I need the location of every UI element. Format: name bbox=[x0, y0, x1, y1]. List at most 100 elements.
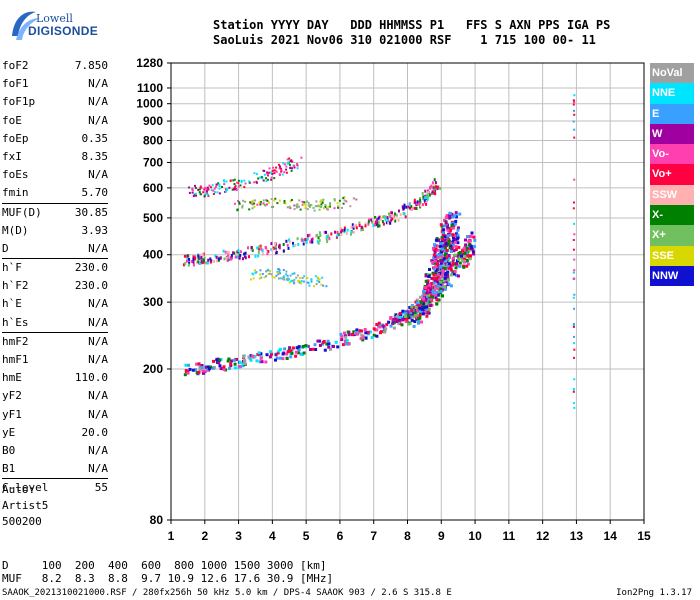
echo-point bbox=[286, 162, 289, 165]
echo-point bbox=[283, 171, 286, 174]
param-row: foF1 N/A bbox=[2, 75, 108, 93]
param-label: yF2 bbox=[2, 389, 22, 403]
echo-point bbox=[436, 259, 440, 263]
echo-point bbox=[234, 186, 237, 189]
echo-point bbox=[294, 354, 298, 358]
echo-point bbox=[287, 161, 290, 164]
echo-point bbox=[238, 202, 241, 205]
echo-point bbox=[288, 205, 291, 208]
param-label: B1 bbox=[2, 462, 16, 476]
echo-point bbox=[429, 288, 433, 292]
echo-point bbox=[393, 315, 397, 319]
echo-point bbox=[437, 238, 440, 242]
echo-point bbox=[427, 307, 431, 311]
echo-point bbox=[256, 246, 259, 250]
echo-point bbox=[301, 277, 304, 279]
echo-point bbox=[237, 182, 240, 185]
echo-point bbox=[350, 225, 353, 229]
echo-point bbox=[266, 203, 268, 206]
auto-program: Artist5 bbox=[2, 499, 49, 512]
echo-point bbox=[212, 193, 215, 195]
echo-point bbox=[273, 172, 276, 175]
echo-point bbox=[308, 284, 311, 287]
echo-point bbox=[473, 238, 477, 242]
echo-point bbox=[311, 240, 314, 244]
param-label: fxI bbox=[2, 149, 22, 163]
echo-point bbox=[378, 224, 381, 228]
echo-point bbox=[427, 275, 431, 279]
echo-point bbox=[427, 286, 430, 290]
echo-point bbox=[351, 333, 355, 337]
echo-point bbox=[427, 195, 430, 198]
echo-point bbox=[466, 235, 469, 239]
echo-point bbox=[452, 236, 455, 239]
echo-point bbox=[316, 233, 319, 237]
echo-point bbox=[264, 360, 268, 364]
echo-point bbox=[432, 273, 436, 277]
echo-point bbox=[431, 260, 435, 264]
echo-point bbox=[404, 311, 408, 315]
polarization-legend: NoVal NNE E W Vo- Vo+ SSW X- X+ SSE NNW bbox=[650, 63, 694, 287]
echo-point bbox=[428, 300, 432, 304]
echo-point bbox=[440, 253, 444, 257]
echo-point bbox=[207, 188, 210, 191]
echo-point bbox=[443, 287, 447, 291]
echo-point bbox=[398, 315, 402, 319]
echo-point bbox=[433, 250, 437, 254]
echo-point bbox=[391, 320, 395, 324]
echo-point bbox=[453, 222, 457, 226]
echo-point bbox=[323, 207, 325, 210]
echo-point bbox=[439, 265, 443, 269]
x-axis: 1 2 3 4 5 6 7 8 9 10 11 12 13 14 15 bbox=[168, 520, 651, 543]
echo-point bbox=[305, 240, 308, 244]
y-tick-label: 800 bbox=[143, 133, 163, 147]
echo-point bbox=[436, 262, 440, 266]
echo-point bbox=[424, 194, 427, 198]
echo-point bbox=[193, 193, 196, 196]
echo-point bbox=[241, 204, 244, 207]
echo-point bbox=[199, 253, 202, 257]
echo-point bbox=[313, 209, 316, 212]
param-value: N/A bbox=[88, 297, 108, 311]
echo-point bbox=[209, 186, 212, 189]
echo-point bbox=[452, 249, 456, 253]
echo-point bbox=[327, 205, 330, 208]
echo-point bbox=[346, 228, 349, 232]
echo-point bbox=[222, 249, 225, 253]
echo-point bbox=[316, 205, 319, 208]
echo-point bbox=[243, 186, 246, 189]
echo-point bbox=[217, 257, 220, 261]
echo-point bbox=[338, 199, 341, 202]
echo-point bbox=[394, 212, 396, 216]
echo-point bbox=[421, 307, 425, 311]
echo-point bbox=[321, 276, 324, 279]
echo-point bbox=[270, 206, 273, 208]
param-value: N/A bbox=[88, 389, 108, 403]
echo-point bbox=[185, 259, 188, 263]
legend-item: E bbox=[650, 103, 694, 124]
echo-point bbox=[269, 270, 272, 272]
echo-point bbox=[222, 368, 226, 371]
echo-point bbox=[293, 272, 296, 275]
echo-point bbox=[256, 173, 258, 176]
echo-point bbox=[289, 200, 292, 203]
x-tick-label: 2 bbox=[201, 529, 208, 543]
echo-point bbox=[466, 258, 469, 262]
echo-point bbox=[278, 277, 280, 280]
echo-point bbox=[384, 218, 387, 222]
echo-point bbox=[249, 354, 253, 358]
echo-point bbox=[195, 194, 198, 197]
legend-item: X- bbox=[650, 205, 694, 226]
echo-point bbox=[278, 269, 281, 272]
echo-point bbox=[207, 193, 209, 196]
param-row: fxI 8.35 bbox=[2, 148, 108, 166]
echo-point bbox=[471, 250, 475, 254]
echo-point bbox=[434, 181, 437, 185]
echo-point bbox=[250, 278, 252, 281]
echo-point bbox=[247, 246, 249, 250]
param-value: 30.85 bbox=[74, 205, 108, 219]
echo-point bbox=[449, 250, 453, 253]
echo-point bbox=[302, 203, 305, 206]
echo-point bbox=[413, 320, 417, 323]
echo-point bbox=[452, 226, 455, 230]
